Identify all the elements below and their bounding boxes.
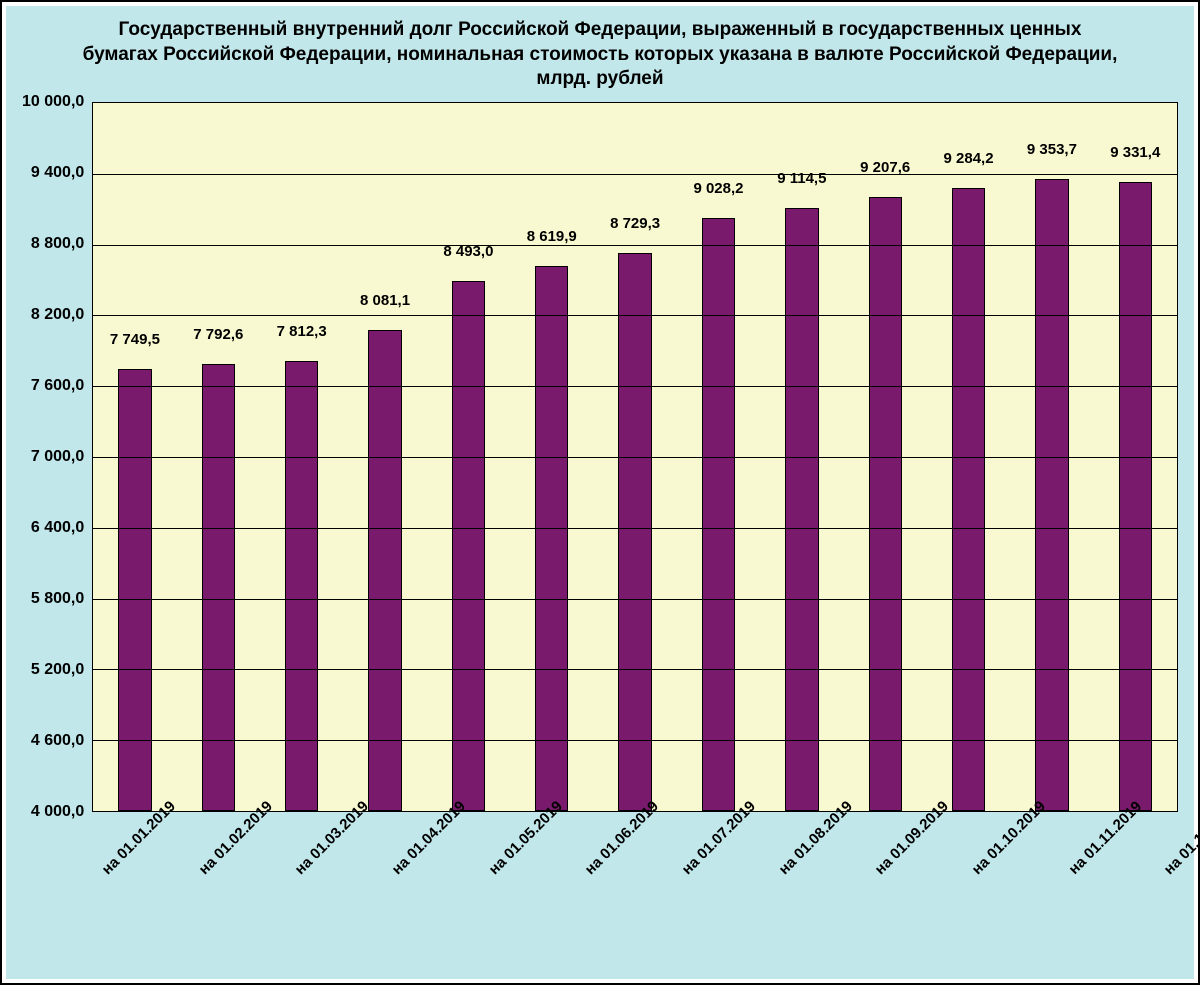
plot-wrap: 10 000,09 400,08 800,08 200,07 600,07 00… [22,102,1178,812]
gridline [93,174,1177,175]
gridline [93,740,1177,741]
bar [285,361,318,811]
chart-title: Государственный внутренний долг Российск… [22,18,1178,102]
bar-value-label: 9 284,2 [944,150,994,169]
bar-value-label: 8 729,3 [610,215,660,234]
x-axis-wrap: на 01.01.2019на 01.02.2019на 01.03.2019н… [22,812,1178,922]
gridline [93,457,1177,458]
gridline [93,386,1177,387]
bar [785,208,818,812]
gridline [93,315,1177,316]
bar [618,253,651,811]
bar-value-label: 7 749,5 [110,331,160,350]
bar-value-label: 7 792,6 [193,326,243,345]
y-axis: 10 000,09 400,08 800,08 200,07 600,07 00… [22,102,92,812]
bar-value-label: 9 353,7 [1027,141,1077,160]
gridline [93,599,1177,600]
plot-area: 7 749,57 792,67 812,38 081,18 493,08 619… [92,102,1178,812]
bar [368,330,401,812]
chart-container: Государственный внутренний долг Российск… [6,6,1194,979]
bar [952,188,985,812]
bar-value-label: 7 812,3 [277,323,327,342]
chart-outer-frame: Государственный внутренний долг Российск… [0,0,1200,985]
bar [1119,182,1152,811]
bar [702,218,735,811]
gridline [93,669,1177,670]
bar [202,364,235,812]
gridline [93,245,1177,246]
bar-value-label: 9 114,5 [777,170,826,189]
bar-value-label: 9 028,2 [693,180,743,199]
bar [118,369,151,811]
bar-value-label: 9 331,4 [1110,144,1160,163]
bar-value-label: 8 081,1 [360,292,410,311]
bar [535,266,568,811]
bar [1035,179,1068,811]
x-axis: на 01.01.2019на 01.02.2019на 01.03.2019н… [100,822,1178,839]
bar-value-label: 8 493,0 [443,243,493,262]
gridline [93,528,1177,529]
bar [869,197,902,811]
bar [452,281,485,811]
